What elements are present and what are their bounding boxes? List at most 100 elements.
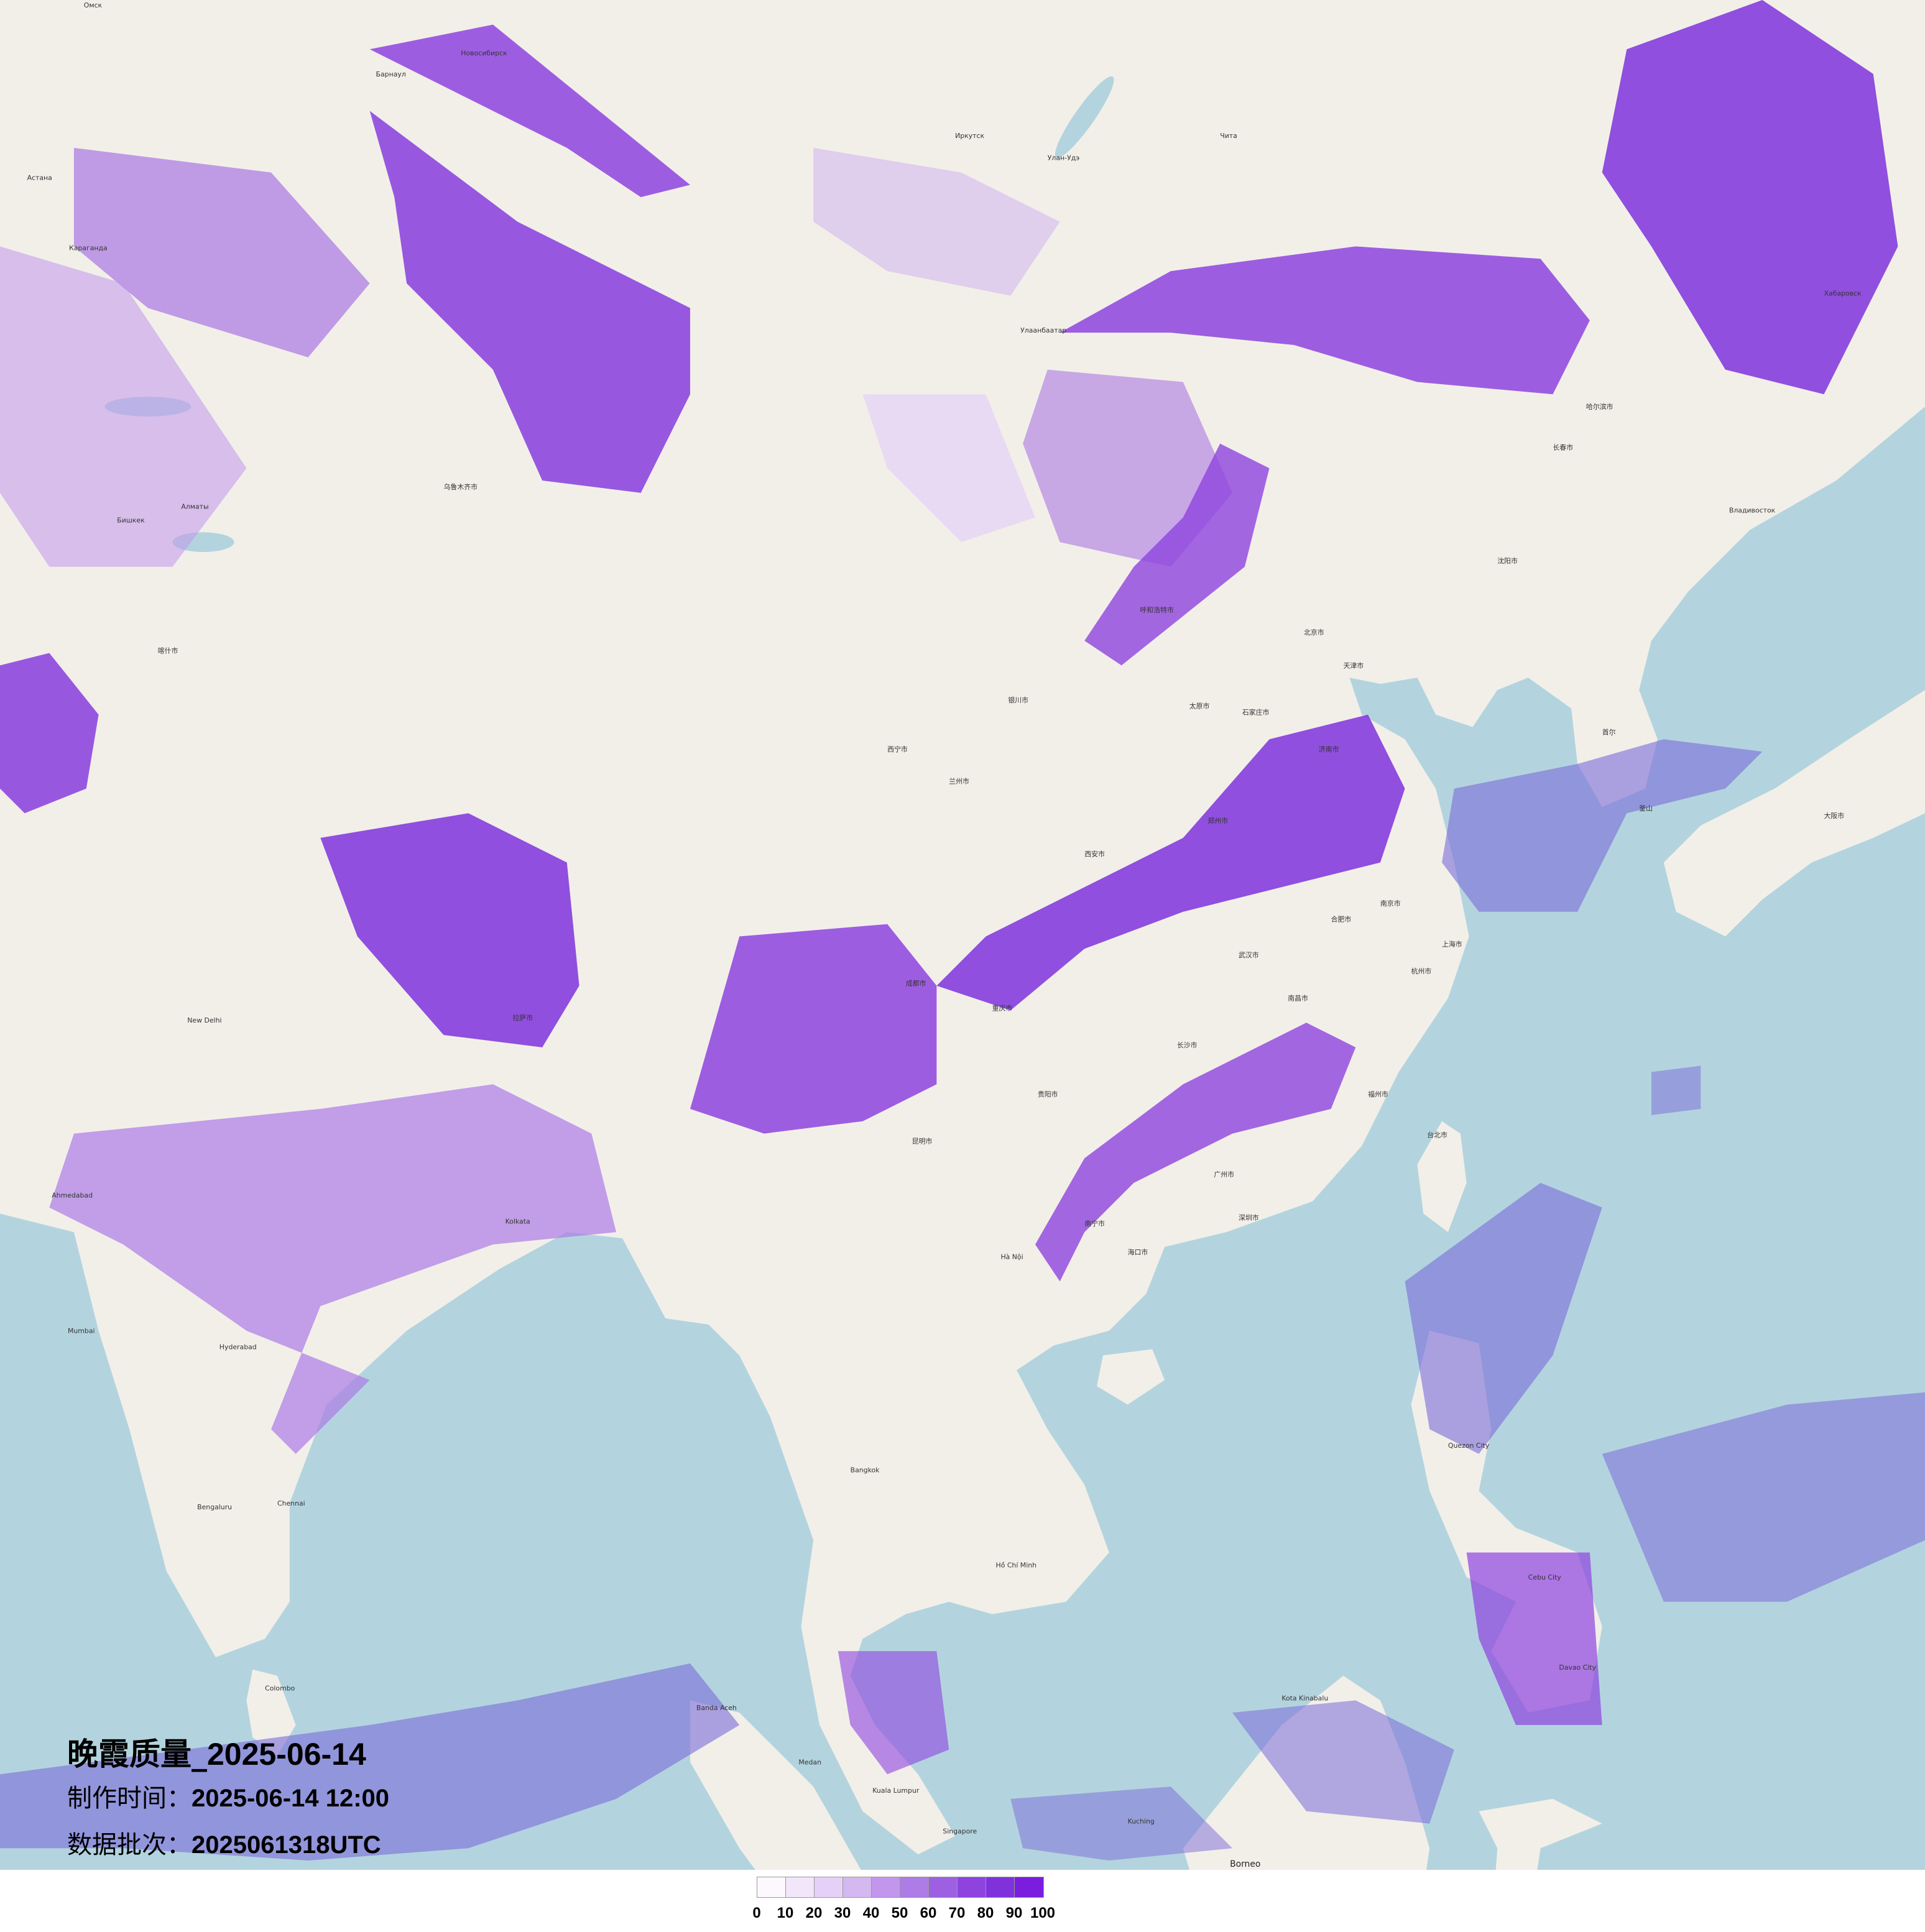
legend-ticks: 0 10 20 30 40 50 60 70 80 90 100 xyxy=(752,1905,1055,1923)
place-label: Quezon City xyxy=(1448,1442,1490,1450)
place-label: Новосибирск xyxy=(461,49,507,57)
place-label: 釜山 xyxy=(1639,804,1653,812)
place-label: 西安市 xyxy=(1084,850,1105,858)
legend-tick-label: 50 xyxy=(891,1905,908,1921)
data-batch-label: 数据批次： xyxy=(67,1831,192,1859)
place-label: Иркутск xyxy=(955,132,984,140)
place-label: 杭州市 xyxy=(1411,967,1431,975)
place-label: 广州市 xyxy=(1214,1170,1234,1179)
place-label: Chennai xyxy=(277,1499,305,1507)
place-label: Барнаул xyxy=(376,70,406,78)
place-label: Bangkok xyxy=(851,1466,880,1474)
production-time-value: 2025-06-14 12:00 xyxy=(192,1785,390,1812)
place-label: 喀什市 xyxy=(158,646,178,655)
place-label: 兰州市 xyxy=(949,777,969,786)
place-label: Владивосток xyxy=(1729,507,1776,515)
land-hainan xyxy=(1097,1349,1165,1405)
place-label: Hồ Chí Minh xyxy=(996,1561,1037,1569)
place-labels: Омск Астана Караганда Алматы Бишкек Ново… xyxy=(27,1,1862,1869)
land-taiwan xyxy=(1417,1121,1467,1233)
place-label: Караганда xyxy=(69,244,108,252)
place-label: 乌鲁木齐市 xyxy=(444,482,478,491)
legend-swatch xyxy=(929,1877,958,1897)
map-title-block: 晚霞质量_2025-06-14 制作时间：2025-06-14 12:00 数据… xyxy=(67,1734,389,1867)
place-label: Davao City xyxy=(1559,1663,1596,1672)
place-label: Banda Aceh xyxy=(696,1704,737,1712)
legend-swatch xyxy=(900,1877,929,1897)
legend-tick-label: 20 xyxy=(805,1905,823,1921)
place-label: 昆明市 xyxy=(912,1136,933,1145)
legend-swatch xyxy=(786,1877,815,1897)
place-label: 拉萨市 xyxy=(513,1013,533,1022)
place-label: Бишкек xyxy=(117,516,145,524)
place-label: 武汉市 xyxy=(1239,950,1259,959)
legend-swatch xyxy=(757,1877,786,1897)
place-label: Хабаровск xyxy=(1824,290,1862,298)
legend-tick-label: 80 xyxy=(977,1905,994,1921)
production-time-label: 制作时间： xyxy=(67,1784,192,1813)
legend-tick-label: 100 xyxy=(1030,1905,1056,1921)
place-label: 银川市 xyxy=(1008,696,1028,704)
legend-tick-label: 10 xyxy=(777,1905,794,1921)
place-label: Bengaluru xyxy=(197,1503,232,1511)
legend-swatch xyxy=(1015,1877,1043,1897)
place-label: 哈尔滨市 xyxy=(1586,402,1613,411)
place-label: 郑州市 xyxy=(1207,816,1228,825)
place-label: 海口市 xyxy=(1128,1248,1148,1256)
place-label: Hyderabad xyxy=(219,1343,257,1351)
place-label: 石家庄市 xyxy=(1242,708,1270,717)
place-label: 沈阳市 xyxy=(1497,556,1518,565)
place-label: 北京市 xyxy=(1304,628,1324,637)
legend-tick-label: 70 xyxy=(948,1905,966,1921)
place-label: 福州市 xyxy=(1368,1090,1388,1098)
legend-tick-label: 40 xyxy=(862,1905,880,1921)
sunset-quality-layer xyxy=(0,0,1925,1861)
place-label: 西宁市 xyxy=(887,745,908,753)
place-label: Kuala Lumpur xyxy=(872,1787,920,1795)
data-batch: 数据批次：2025061318UTC xyxy=(67,1823,389,1867)
place-label: Cebu City xyxy=(1528,1573,1561,1581)
place-label: Ahmedabad xyxy=(52,1192,93,1200)
title-date: 2025-06-14 xyxy=(207,1737,366,1772)
place-label: 大阪市 xyxy=(1824,811,1844,820)
place-label: 济南市 xyxy=(1319,745,1339,753)
place-label: 首尔 xyxy=(1602,728,1616,736)
place-label: Colombo xyxy=(265,1684,295,1692)
place-label: 成都市 xyxy=(906,979,926,988)
legend-swatch xyxy=(958,1877,986,1897)
place-label: 深圳市 xyxy=(1239,1213,1259,1221)
place-label: 南京市 xyxy=(1380,899,1401,908)
place-label: Kolkata xyxy=(505,1217,530,1225)
place-label: 长沙市 xyxy=(1177,1041,1198,1049)
legend-tick-label: 30 xyxy=(834,1905,851,1921)
place-label: Mumbai xyxy=(68,1327,95,1335)
legend-swatch xyxy=(872,1877,900,1897)
place-label: Borneo xyxy=(1230,1859,1260,1869)
place-label: Улан-Удэ xyxy=(1048,154,1079,162)
place-label: 南昌市 xyxy=(1288,993,1308,1002)
title-name: 晚霞质量_ xyxy=(67,1736,207,1772)
place-label: 台北市 xyxy=(1427,1131,1447,1139)
place-label: Singapore xyxy=(943,1827,977,1835)
legend-tick-label: 60 xyxy=(920,1905,937,1921)
data-batch-value: 2025061318UTC xyxy=(192,1831,381,1859)
place-label: Улаанбаатар xyxy=(1020,326,1066,334)
place-label: New Delhi xyxy=(187,1016,221,1024)
legend-swatch xyxy=(843,1877,872,1897)
place-label: 呼和浩特市 xyxy=(1140,605,1174,614)
color-legend xyxy=(757,1877,1044,1898)
land-mainland xyxy=(0,0,1925,1855)
place-label: 天津市 xyxy=(1343,661,1364,669)
place-label: 重庆市 xyxy=(992,1003,1013,1012)
place-label: Kota Kinabalu xyxy=(1281,1694,1328,1702)
place-label: Kuching xyxy=(1128,1818,1155,1826)
place-label: Hà Nội xyxy=(1000,1253,1023,1261)
place-label: Medan xyxy=(798,1758,821,1766)
legend-tick-label: 90 xyxy=(1005,1905,1023,1921)
legend-swatch xyxy=(986,1877,1015,1897)
place-label: Астана xyxy=(27,173,52,182)
place-label: 太原市 xyxy=(1189,702,1210,711)
land-japan xyxy=(1663,690,1925,937)
map-title: 晚霞质量_2025-06-14 xyxy=(67,1734,389,1774)
